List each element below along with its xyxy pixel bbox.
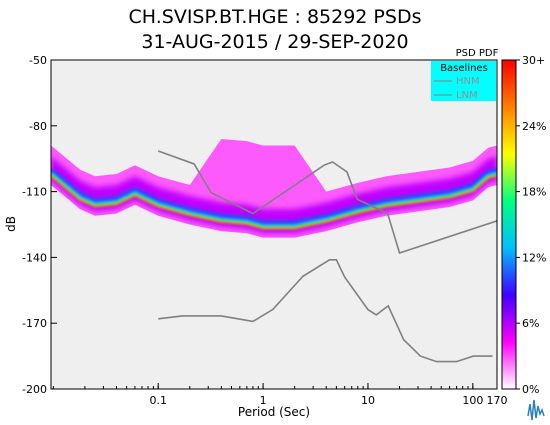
y-tick-label: -170 [22,317,47,330]
colorbar-tick-label: 0% [522,383,539,396]
y-tick-label: -110 [22,186,47,199]
y-tick-label: -200 [22,383,47,396]
x-axis-label: Period (Sec) [238,405,310,419]
legend-hnm-label: HNM [456,76,480,87]
colorbar-tick-label: 6% [522,317,539,330]
lnm-curve [158,259,493,363]
station-logo [527,399,545,421]
colorbar-title: PSD PDF [456,48,499,59]
x-tick-label: 1 [260,394,267,407]
baselines-legend: Baselines HNM LNM [431,61,496,101]
chart-subtitle: 31-AUG-2015 / 29-SEP-2020 [141,31,409,53]
y-axis: -50 -80 -110 -140 -170 -200 [22,54,57,396]
colorbar-tick-label: 30+ [522,54,545,67]
colorbar-gradient [501,59,517,390]
colorbar-tick-label: 12% [522,251,546,264]
x-tick-label: 100 [462,394,483,407]
x-tick-label: 170 [487,394,508,407]
legend-title: Baselines [440,63,488,74]
hnm-curve [157,150,497,255]
colorbar-tick-label: 18% [522,186,546,199]
legend-lnm-label: LNM [456,90,478,101]
x-axis: 0.1 1 10 100 170 [52,383,508,407]
density-band-blue [51,167,497,225]
density-band-red [51,175,497,230]
noise-models [157,150,497,363]
density-band-yellow [51,174,497,229]
y-tick-label: -140 [22,251,47,264]
y-tick-label: -80 [29,120,47,133]
density-band-green [51,173,497,229]
y-axis-label: dB [4,216,18,232]
y-tick-label: -50 [29,54,47,67]
density-band-cyan [51,171,497,228]
x-tick-label: 10 [361,394,375,407]
colorbar: PSD PDF 0% 6% 12% 18% 24% 30+ [456,48,547,396]
plot-frame [50,59,498,390]
colorbar-tick-label: 24% [522,120,546,133]
chart-title: CH.SVISP.BT.HGE : 85292 PSDs [128,6,422,28]
x-tick-label: 0.1 [149,394,167,407]
